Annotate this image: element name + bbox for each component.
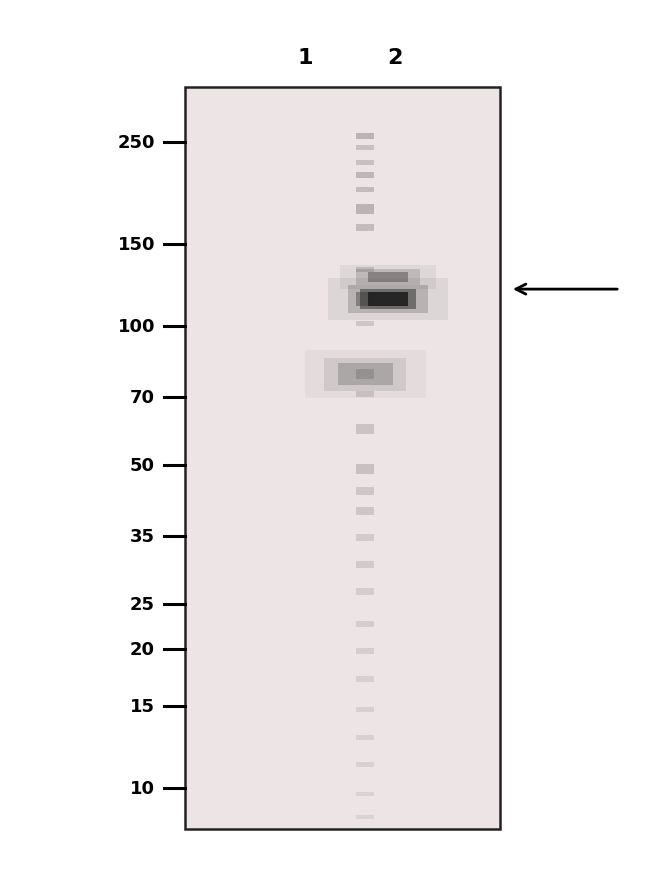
Text: 2: 2 [387,48,403,68]
Bar [356,761,374,766]
Bar [348,286,428,314]
Bar [356,267,374,272]
Text: 100: 100 [118,317,155,335]
Bar [356,621,374,627]
Bar [356,488,374,495]
Bar [356,706,374,712]
Bar [356,561,374,567]
Text: 35: 35 [130,527,155,546]
Bar [356,507,374,515]
Bar [356,145,374,150]
Text: 25: 25 [130,595,155,614]
Text: 15: 15 [130,698,155,716]
Text: 250: 250 [118,134,155,151]
Text: 1: 1 [297,48,313,68]
Bar [368,273,408,282]
Bar [328,279,448,321]
Bar [360,290,416,309]
Bar [356,734,374,740]
Bar [356,173,374,179]
Text: 70: 70 [130,388,155,407]
Bar [356,160,374,165]
Bar [368,293,408,307]
Bar [356,425,374,434]
Bar [356,815,374,819]
Bar [356,464,374,474]
Text: 50: 50 [130,456,155,474]
Bar [185,88,500,829]
Bar [356,134,374,140]
Bar [356,224,374,231]
Bar [356,205,374,215]
Bar [356,188,374,192]
Bar [340,266,436,289]
Bar [356,676,374,682]
Bar [356,792,374,796]
Bar [356,392,374,397]
Bar [337,363,393,386]
Bar [356,322,374,326]
Bar [304,350,426,399]
Bar [356,369,374,380]
Text: 10: 10 [130,779,155,797]
Text: 150: 150 [118,236,155,254]
Bar [324,358,406,391]
Bar [356,587,374,594]
Bar [356,293,374,307]
Bar [356,269,420,286]
Bar [356,534,374,541]
Bar [356,648,374,654]
Text: 20: 20 [130,640,155,658]
